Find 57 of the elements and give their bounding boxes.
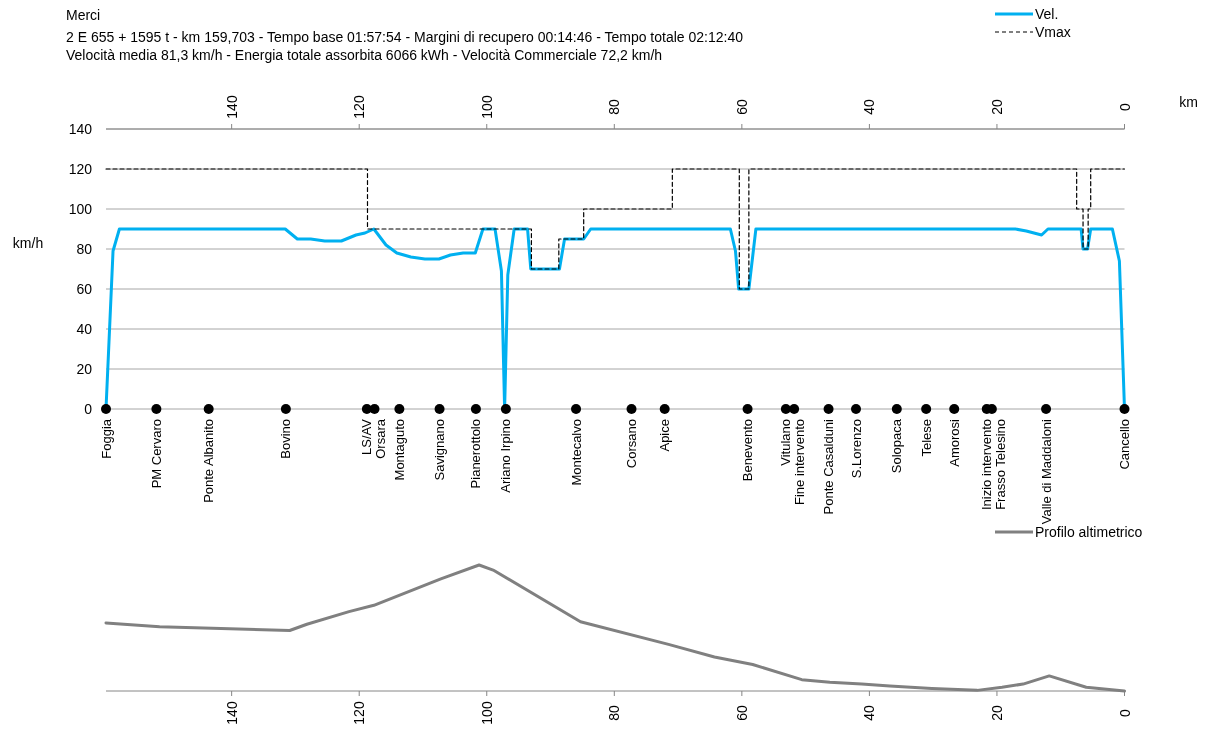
y-tick-label: 80: [76, 241, 93, 257]
y-tick-label: 100: [68, 201, 93, 217]
annotation: PM Cervaro: [148, 419, 164, 489]
y-tick-label: 0: [84, 401, 93, 417]
chart-title: Merci: [66, 7, 101, 23]
x-tick-label: 20: [988, 99, 1005, 115]
annotation: Fine intervento: [792, 419, 808, 505]
annotation: Frasso Telesino: [993, 419, 1009, 510]
x-tick-label: 80: [606, 705, 623, 721]
annotation: Apice: [657, 419, 673, 452]
legend-label: Vel.: [1035, 6, 1059, 22]
annotation: Amorosi: [946, 418, 962, 467]
annotation: Ponte Casalduni: [821, 418, 837, 515]
annotation: Ariano Irpino: [498, 419, 514, 493]
x-tick-label: 0: [1116, 708, 1133, 717]
annotation: Vitulano: [778, 419, 794, 466]
annotation: Foggia: [98, 418, 114, 459]
annotation: LS/AV: [359, 418, 375, 455]
annotation: Ponte Albanito: [201, 419, 217, 503]
x-tick-label: 20: [988, 705, 1005, 721]
annotation: Pianerottolo: [468, 419, 484, 489]
annotation: Bovino: [278, 419, 294, 459]
y-tick-label: 120: [68, 161, 93, 177]
x-tick-label: 100: [478, 701, 495, 725]
annotation: Montecalvo: [568, 419, 584, 486]
annotation: Inizio intervento: [979, 419, 995, 511]
annotation: Orsara: [373, 418, 389, 459]
x-axis-title: km: [1179, 94, 1198, 110]
y-tick-label: 40: [76, 321, 93, 337]
x-tick-label: 140: [223, 701, 240, 725]
annotation: Valle di Maddaloni: [1038, 418, 1054, 525]
x-tick-label: 120: [351, 95, 368, 119]
x-tick-label: 60: [733, 705, 750, 721]
y-tick-label: 140: [68, 121, 93, 137]
annotation: Solopaca: [889, 418, 905, 474]
y-axis-title: km/h: [12, 235, 44, 251]
annotation: S.Lorenzo: [848, 419, 864, 479]
annotation: Montaguto: [391, 419, 407, 481]
annotation: Benevento: [740, 419, 756, 482]
legend-label: Profilo altimetrico: [1035, 524, 1143, 540]
x-tick-label: 40: [861, 705, 878, 721]
line-series: [105, 168, 1126, 290]
y-tick-label: 60: [76, 281, 93, 297]
x-tick-label: 0: [1116, 102, 1133, 111]
annotation: Savignano: [432, 419, 448, 481]
x-tick-label: 100: [478, 95, 495, 119]
x-tick-label: 140: [223, 95, 240, 119]
x-tick-label: 60: [733, 99, 750, 115]
x-tick-label: 80: [606, 99, 623, 115]
annotation: Telese: [918, 419, 934, 457]
x-tick-label: 40: [861, 99, 878, 115]
legend-label: Vmax: [1035, 24, 1071, 40]
y-tick-label: 20: [76, 361, 93, 377]
x-tick-label: 120: [351, 701, 368, 725]
annotation: Corsano: [624, 419, 640, 469]
annotation: Cancello: [1117, 419, 1132, 470]
chart-subtitle: 2 E 655 + 1595 t - km 159,703 - Tempo base 01:57:54 - Margini di recupero 00:14:46 - Tempo totale 02:12:40 Velocità media 81,3 km/h - Energia totale assorbita 6066 kWh - Velocità Commerciale 72,2 km/h: [66, 29, 744, 63]
